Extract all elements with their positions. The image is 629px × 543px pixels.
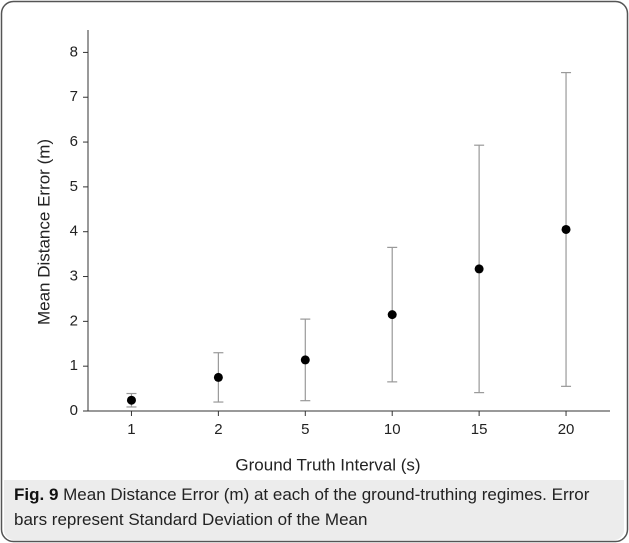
y-tick-label: 4 — [70, 223, 78, 240]
point — [387, 310, 397, 320]
y-tick-label: 3 — [70, 267, 78, 284]
point — [126, 395, 136, 405]
x-tick-label: 1 — [127, 421, 135, 438]
x-tick-label: 15 — [471, 421, 488, 438]
x-tick-label: 2 — [214, 421, 222, 438]
caption-text: Mean Distance Error (m) at each of the g… — [14, 485, 590, 529]
caption-label: Fig. 9 — [14, 485, 59, 504]
caption: Fig. 9 Mean Distance Error (m) at each o… — [4, 480, 624, 540]
y-tick-label: 5 — [70, 178, 78, 195]
y-tick-label: 6 — [70, 133, 78, 150]
point — [213, 372, 223, 382]
y-tick-label: 0 — [70, 402, 78, 419]
x-tick-label: 10 — [384, 421, 401, 438]
x-tick-label: 20 — [558, 421, 575, 438]
point — [300, 355, 310, 365]
y-tick-label: 1 — [70, 357, 78, 374]
y-axis-label: Mean Distance Error (m) — [34, 139, 53, 325]
point — [474, 264, 484, 274]
y-tick-label: 7 — [70, 88, 78, 105]
y-tick-label: 2 — [70, 312, 78, 329]
x-tick-label: 5 — [301, 421, 309, 438]
point — [561, 224, 571, 234]
x-axis-label: Ground Truth Interval (s) — [235, 455, 420, 474]
y-tick-label: 8 — [70, 43, 78, 60]
